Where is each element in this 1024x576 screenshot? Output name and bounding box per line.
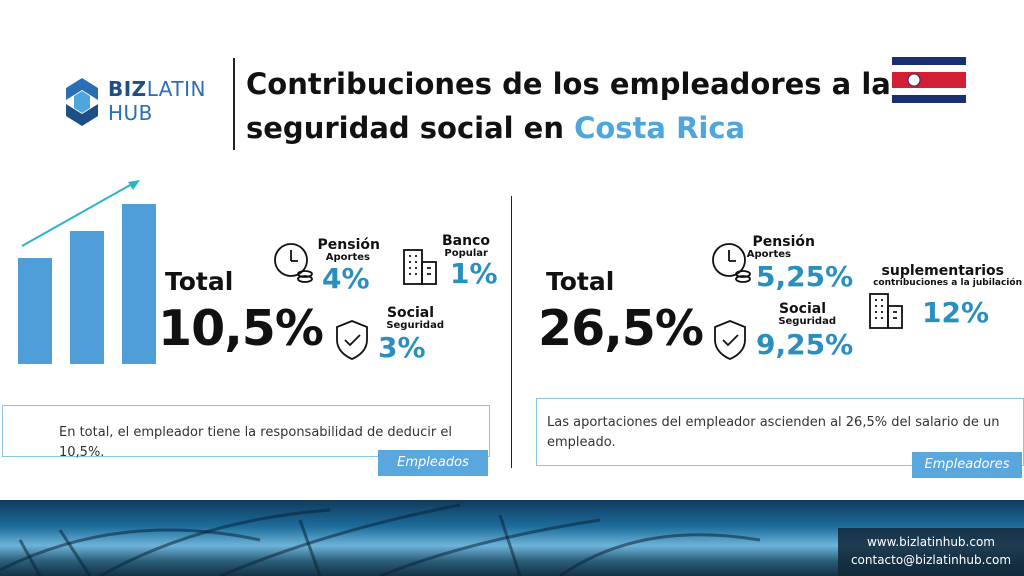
logo-text-line2: HUB bbox=[108, 101, 153, 125]
left-total-label: Total bbox=[165, 267, 234, 296]
left-note-text: En total, el empleador tiene la responsa… bbox=[59, 425, 452, 460]
clock-coins-icon bbox=[274, 243, 313, 283]
bar-2 bbox=[70, 231, 104, 364]
palm-leaves-icon bbox=[0, 503, 761, 576]
clock-coins-icon bbox=[712, 243, 751, 283]
right-pension-subtitle: Aportes bbox=[746, 249, 791, 260]
right-pension-value: 5,25% bbox=[756, 260, 854, 293]
costa-rica-flag-icon bbox=[892, 57, 966, 103]
right-note-text: Las aportaciones del empleador ascienden… bbox=[547, 415, 1000, 450]
right-supp-title: suplementarios bbox=[881, 263, 1004, 279]
right-supp-subtitle: contribuciones a la jubilación bbox=[873, 278, 1022, 288]
right-social-subtitle: Seguridad bbox=[778, 316, 836, 327]
left-banco-title: Banco bbox=[441, 233, 490, 249]
right-total-label: Total bbox=[546, 267, 615, 296]
bar-1 bbox=[18, 258, 52, 364]
logo-mark-icon bbox=[66, 78, 98, 126]
header-divider bbox=[233, 58, 235, 150]
left-note-box: En total, el empleador tiene la responsa… bbox=[2, 405, 490, 460]
trend-arrow bbox=[128, 180, 140, 190]
right-total-value: 26,5% bbox=[538, 300, 704, 357]
logo-text-line1: BIZLATIN bbox=[108, 77, 206, 101]
left-tag: Empleados bbox=[378, 450, 488, 476]
left-social-subtitle: Seguridad bbox=[386, 320, 444, 331]
bar-3 bbox=[122, 204, 156, 364]
title-line-2: seguridad social en Costa Rica bbox=[246, 111, 746, 145]
left-pension-value: 4% bbox=[322, 262, 370, 295]
left-banco-value: 1% bbox=[450, 257, 498, 290]
right-social-value: 9,25% bbox=[756, 328, 854, 361]
shield-check-icon bbox=[336, 320, 368, 360]
right-note-box: Las aportaciones del empleador ascienden… bbox=[536, 398, 1024, 466]
contact-box: www.bizlatinhub.com contacto@bizlatinhub… bbox=[838, 528, 1024, 576]
left-social-title: Social bbox=[386, 305, 434, 321]
right-social-title: Social bbox=[778, 301, 826, 317]
country-name: Costa Rica bbox=[574, 111, 746, 145]
email-link[interactable]: contacto@bizlatinhub.com bbox=[850, 553, 1012, 567]
shield-check-icon bbox=[714, 320, 746, 360]
left-pension-title: Pensión bbox=[317, 237, 380, 253]
growth-chart-icon bbox=[18, 180, 156, 364]
page-title: Contribuciones de los empleadores a la s… bbox=[246, 62, 906, 150]
right-pension-title: Pensión bbox=[752, 234, 815, 250]
website-link[interactable]: www.bizlatinhub.com bbox=[866, 535, 995, 549]
panel-divider bbox=[511, 196, 512, 468]
trend-line bbox=[21, 183, 133, 247]
buildings-icon bbox=[403, 249, 437, 285]
title-line-1: Contribuciones de los empleadores a la bbox=[246, 67, 891, 101]
buildings-icon bbox=[869, 293, 903, 329]
right-supp-value: 12% bbox=[922, 296, 990, 329]
left-total-value: 10,5% bbox=[158, 300, 324, 357]
left-banco-subtitle: Popular bbox=[444, 248, 488, 259]
left-pension-subtitle: Aportes bbox=[325, 252, 370, 263]
right-tag: Empleadores bbox=[912, 452, 1022, 478]
left-social-value: 3% bbox=[378, 331, 426, 364]
bizlatinhub-logo: BIZLATIN HUB bbox=[60, 72, 230, 132]
